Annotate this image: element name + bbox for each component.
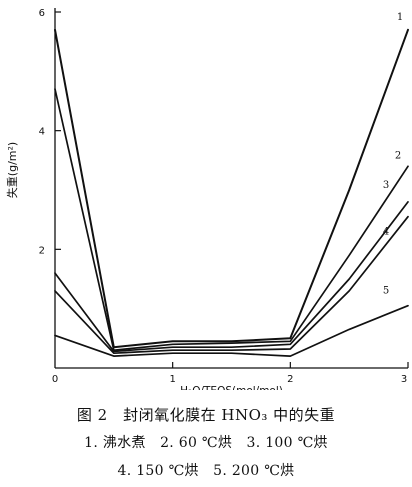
figure-legend-line-2: 4. 150 ℃烘 5. 200 ℃烘: [117, 463, 295, 479]
axes: [54, 8, 409, 369]
x-tick-label: 3: [401, 374, 407, 385]
x-axis-title: H₂O/TEOS(mol/mol): [180, 385, 283, 390]
series-line-3: [54, 201, 409, 353]
series-group: [54, 28, 409, 357]
series-line-5: [54, 304, 409, 357]
y-tick-label: 4: [39, 127, 45, 138]
series-label-1: 1: [397, 12, 403, 23]
series-line-4: [54, 215, 409, 355]
y-axis-title: 失重(g/m²): [5, 142, 19, 198]
figure-legend-line-1: 1. 沸水煮 2. 60 ℃烘 3. 100 ℃烘: [84, 435, 328, 451]
y-tick-label: 6: [39, 8, 45, 19]
series-label-3: 3: [383, 180, 389, 191]
x-tick-label: 1: [169, 374, 175, 385]
series-label-4: 4: [383, 227, 389, 238]
y-tick-label: 2: [39, 245, 45, 256]
series-line-1: [54, 28, 409, 349]
x-tick-label: 0: [52, 374, 58, 385]
series-label-5: 5: [383, 286, 389, 297]
line-chart: 0 1 2 3 2 4 6 H₂O/TEOS(mol/mol) 失重(g/m²) 1 2 3 4 5: [5, 8, 409, 390]
figure-caption-title: 图 2 封闭氧化膜在 HNO₃ 中的失重: [76, 406, 336, 424]
series-label-2: 2: [395, 150, 401, 161]
labels-group: 0 1 2 3 2 4 6 H₂O/TEOS(mol/mol) 失重(g/m²) 1 2 3 4 5: [5, 8, 407, 390]
x-tick-label: 2: [287, 374, 293, 385]
